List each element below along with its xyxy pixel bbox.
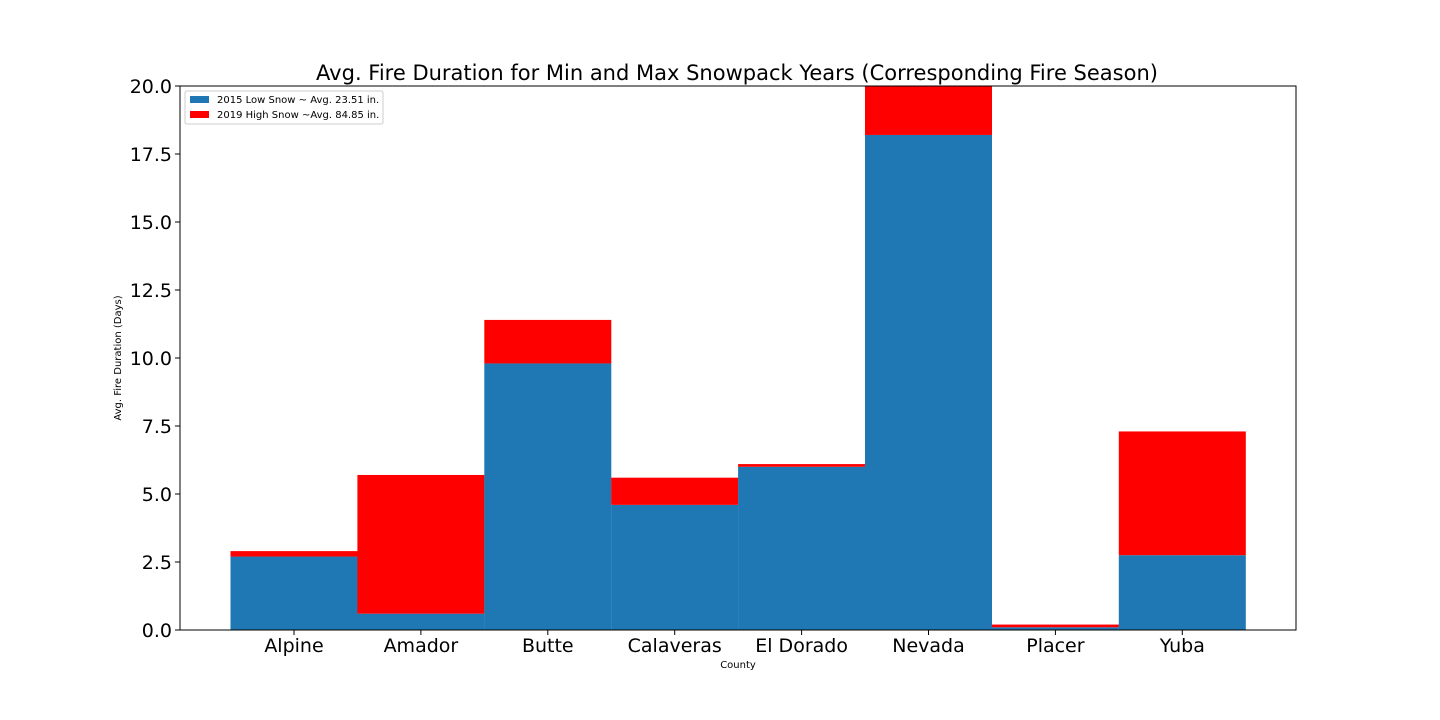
bar-yuba-series-2: [1118, 431, 1246, 556]
bar-butte-series-1: [484, 363, 612, 630]
x-tick-label: Placer: [1026, 635, 1085, 657]
bar-alpine-series-1: [230, 556, 358, 630]
bar-nevada-series-1: [865, 134, 992, 630]
bar-amador-series-2: [357, 474, 485, 614]
y-tick-label: 7.5: [142, 416, 172, 438]
bar-alpine-series-2: [230, 551, 358, 557]
bar-nevada-series-2: [865, 86, 992, 135]
y-tick-label: 20.0: [130, 76, 172, 98]
x-tick-label: El Dorado: [755, 635, 848, 657]
y-axis: 0.0 2.5 5.0 7.5 10.0 12.5 15.0 17.5 20.0: [130, 76, 180, 642]
x-tick-label: Amador: [384, 635, 459, 657]
x-tick-label: Alpine: [264, 635, 323, 657]
y-tick-label: 2.5: [142, 552, 172, 574]
x-axis: Alpine Amador Butte Calaveras El Dorado Nevad…: [264, 630, 1205, 657]
legend-swatch-2: [190, 111, 209, 118]
bar-yuba-series-1: [1118, 555, 1246, 630]
bar-placer-series-1: [991, 627, 1119, 630]
y-tick-label: 10.0: [130, 348, 172, 370]
x-tick-label: Yuba: [1159, 635, 1205, 657]
y-tick-label: 5.0: [142, 484, 172, 506]
y-tick-label: 0.0: [142, 620, 172, 642]
chart-title: Avg. Fire Duration for Min and Max Snowp…: [316, 61, 1158, 85]
bar-calaveras-series-2: [611, 477, 739, 505]
y-tick-label: 15.0: [130, 212, 172, 234]
x-tick-label: Calaveras: [628, 635, 722, 657]
y-tick-label: 17.5: [130, 144, 172, 166]
x-tick-label: Nevada: [892, 635, 965, 657]
bars-layer: [230, 86, 1246, 630]
bar-amador-series-1: [357, 613, 485, 630]
y-axis-label: Avg. Fire Duration (Days): [113, 295, 124, 420]
legend-box: [184, 90, 384, 125]
x-tick-label: Butte: [522, 635, 574, 657]
legend-swatch-1: [190, 96, 209, 103]
bar-calaveras-series-1: [611, 504, 739, 630]
bar-el-dorado-series-2: [738, 464, 866, 467]
legend-label-2: 2019 High Snow ~Avg. 84.85 in.: [217, 110, 379, 121]
x-axis-label: County: [720, 660, 756, 671]
bar-placer-series-2: [991, 624, 1119, 628]
y-tick-label: 12.5: [130, 280, 172, 302]
bar-butte-series-2: [484, 319, 612, 364]
bar-el-dorado-series-1: [738, 466, 866, 630]
legend: 2015 Low Snow ~ Avg. 23.51 in. 2019 High …: [184, 90, 384, 125]
legend-label-1: 2015 Low Snow ~ Avg. 23.51 in.: [217, 95, 379, 106]
